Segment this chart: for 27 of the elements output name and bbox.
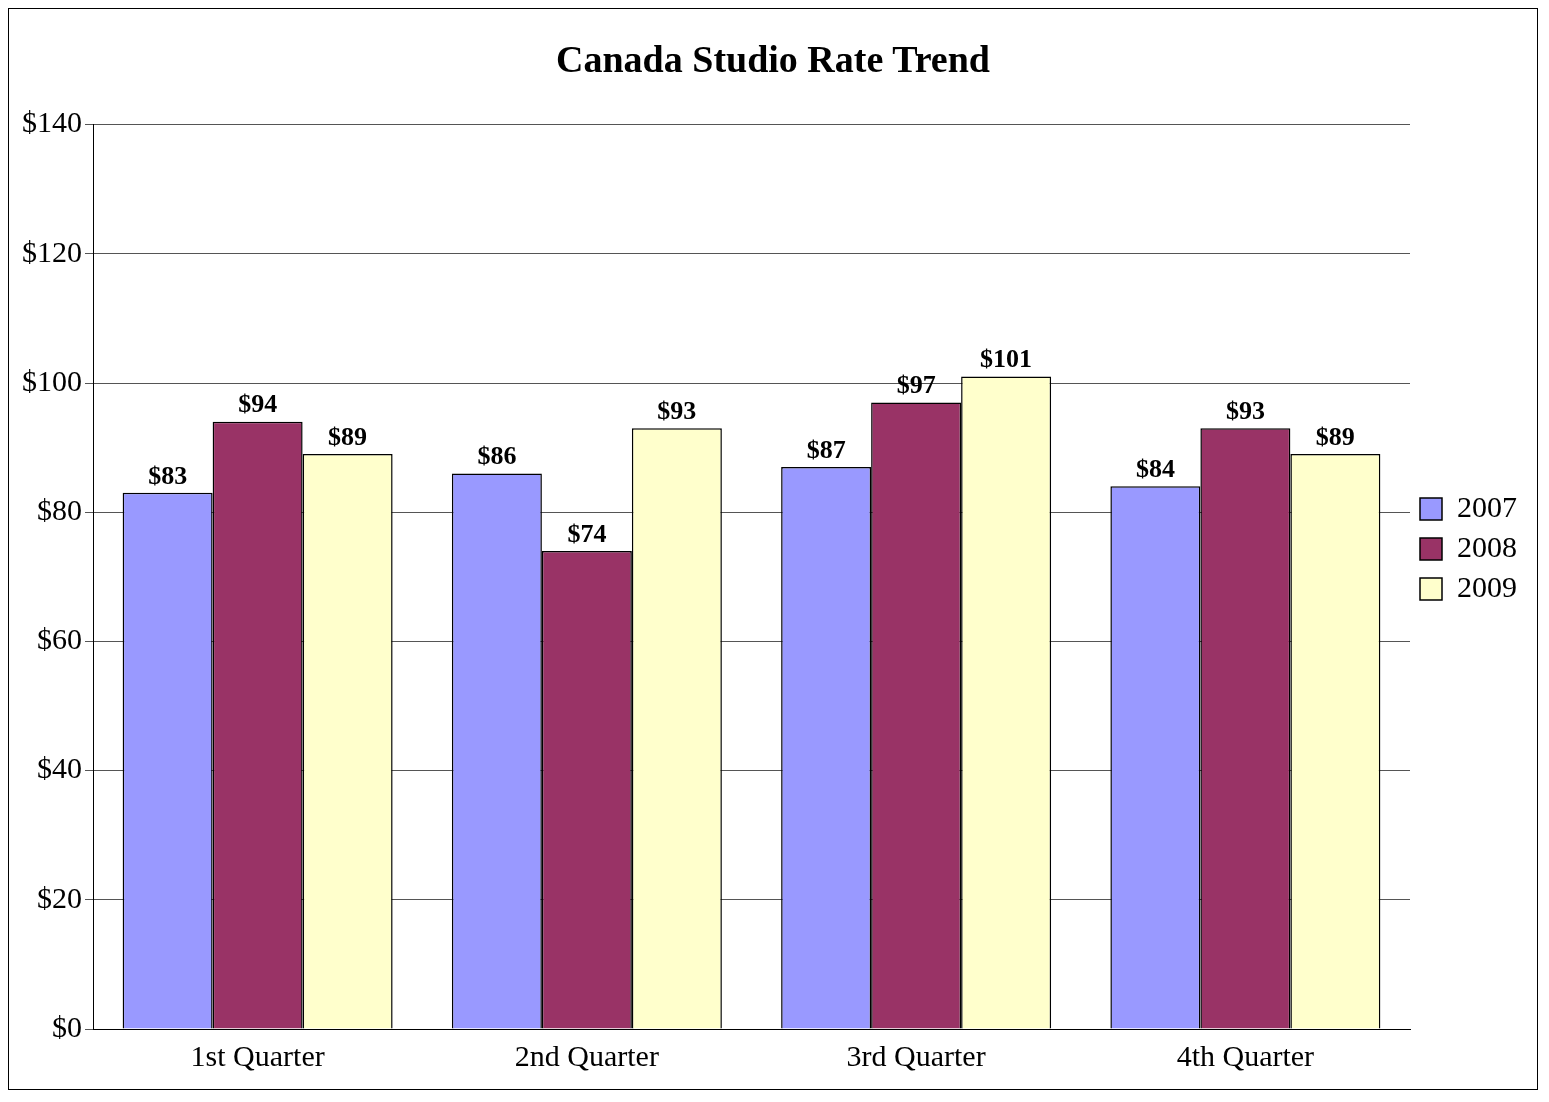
x-tick-label: 2nd Quarter: [514, 1038, 659, 1072]
data-label: $93: [1225, 395, 1265, 425]
y-tick-label: $20: [37, 880, 82, 914]
legend-label: 2007: [1457, 489, 1517, 523]
y-tick-label: $80: [37, 493, 82, 527]
legend-label: 2009: [1457, 569, 1517, 603]
data-label: $74: [567, 518, 607, 548]
data-label: $84: [1135, 454, 1175, 484]
y-tick-label: $60: [37, 622, 82, 656]
data-label: $89: [1315, 421, 1355, 451]
legend-label: 2008: [1457, 529, 1517, 563]
data-label: $87: [806, 434, 846, 464]
data-label: $101: [980, 344, 1033, 374]
x-tick-label: 3rd Quarter: [846, 1038, 986, 1072]
y-tick-label: $120: [22, 234, 82, 268]
data-label: $94: [238, 389, 278, 419]
y-tick-label: $0: [52, 1009, 82, 1043]
y-tick-label: $40: [37, 751, 82, 785]
data-label: $83: [148, 460, 188, 490]
data-label: $89: [328, 421, 368, 451]
y-tick-label: $100: [22, 363, 82, 397]
chart-title: Canada Studio Rate Trend: [556, 37, 990, 80]
data-label: $86: [477, 441, 517, 471]
y-tick-label: $140: [22, 105, 82, 139]
data-label: $93: [657, 395, 697, 425]
x-tick-label: 4th Quarter: [1176, 1038, 1315, 1072]
x-tick-label: 1st Quarter: [190, 1038, 325, 1072]
